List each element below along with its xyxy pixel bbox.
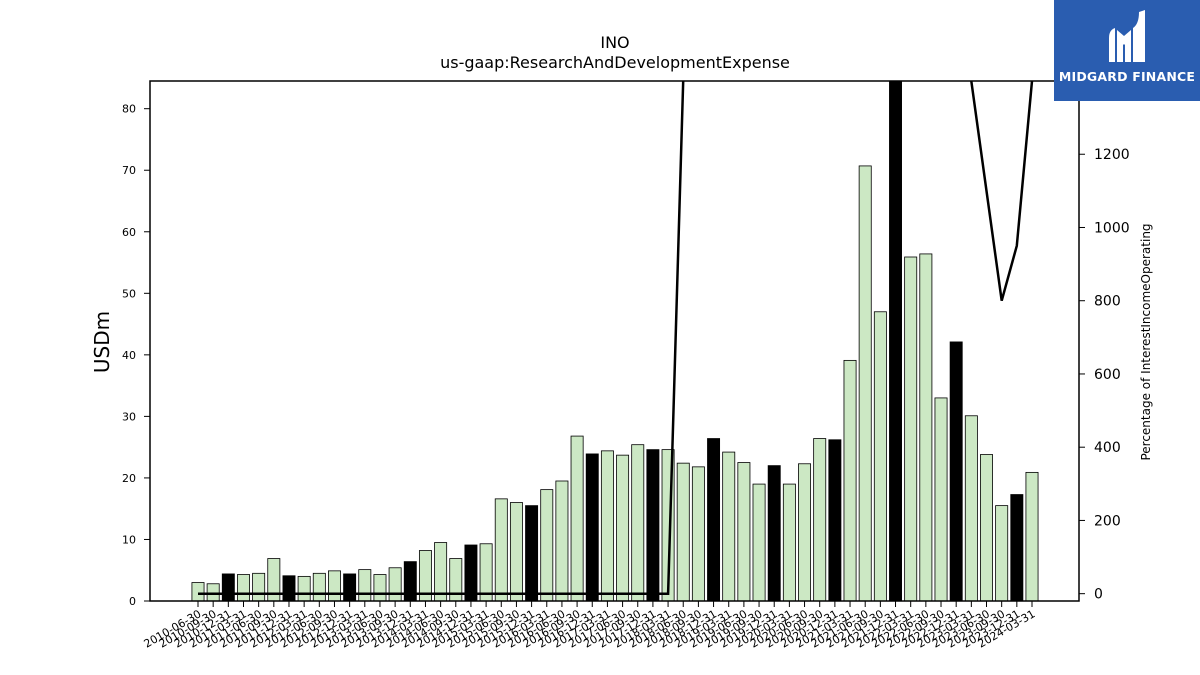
y-tick-label: 50 — [122, 287, 136, 300]
y-tick-label: 40 — [122, 349, 136, 362]
bar — [388, 567, 402, 602]
bar — [206, 583, 220, 602]
line-group — [198, 81, 1034, 595]
bar — [980, 454, 993, 602]
bar — [707, 438, 721, 602]
bar — [934, 397, 948, 602]
bar — [358, 569, 372, 602]
bar — [904, 256, 918, 602]
bar — [585, 453, 599, 602]
bar — [252, 572, 266, 602]
bar — [312, 572, 326, 602]
bar — [525, 505, 539, 602]
bar — [1010, 494, 1024, 602]
y-tick-label: 70 — [122, 164, 136, 177]
bar — [479, 543, 493, 602]
midgard-logo-icon — [1109, 10, 1145, 62]
y2-tick-label: 1000 — [1094, 220, 1130, 236]
plot-frame — [149, 80, 1080, 602]
y-axis: 0 10 20 30 40 50 60 70 80 — [122, 103, 150, 608]
bar — [752, 483, 766, 602]
bar — [600, 450, 614, 602]
bar — [813, 438, 827, 602]
bar — [191, 582, 205, 602]
bar — [843, 359, 857, 602]
bar — [767, 465, 781, 602]
bar — [282, 575, 296, 602]
bar — [237, 574, 250, 602]
y2-tick-label: 1200 — [1094, 147, 1130, 163]
line-series — [970, 81, 1034, 302]
y2-axis-label: Percentage of InterestIncomeOperating — [1139, 223, 1153, 460]
line-series — [198, 81, 685, 595]
brand-logo: MIDGARD FINANCE — [1054, 0, 1200, 101]
bars-group — [191, 80, 1039, 602]
y-tick-label: 20 — [122, 472, 136, 485]
y2-tick-label: 0 — [1094, 587, 1103, 603]
bar — [1025, 471, 1039, 602]
y2-tick-label: 600 — [1094, 367, 1121, 383]
bar — [873, 311, 887, 602]
bar — [828, 439, 842, 602]
bar — [858, 165, 872, 602]
bar — [328, 570, 341, 602]
bar — [964, 415, 978, 602]
y2-tick-label: 200 — [1094, 513, 1121, 529]
bar — [889, 80, 902, 602]
bar — [737, 462, 751, 602]
y-tick-label: 30 — [122, 410, 136, 423]
y-tick-label: 0 — [129, 595, 136, 608]
bar — [949, 341, 963, 602]
bar — [919, 253, 933, 602]
bar — [509, 502, 523, 602]
bar — [995, 505, 1009, 602]
bar — [691, 466, 705, 602]
y-axis-label: USDm — [90, 311, 114, 373]
bar — [403, 561, 417, 602]
bar — [540, 489, 554, 602]
y2-tick-label: 800 — [1094, 294, 1121, 310]
y2-axis: 0 200 400 600 800 1000 1200 — [1079, 147, 1130, 603]
y-tick-label: 10 — [122, 533, 136, 546]
bar — [297, 575, 311, 602]
bar — [343, 573, 357, 602]
bar — [494, 498, 508, 602]
bar — [373, 574, 387, 602]
bar — [570, 435, 584, 602]
chart-subtitle: us-gaap:ResearchAndDevelopmentExpense — [440, 53, 790, 72]
bar — [221, 573, 235, 602]
chart-title: INO — [600, 33, 629, 52]
bar — [434, 542, 448, 602]
brand-name: MIDGARD FINANCE — [1058, 69, 1196, 84]
bar — [722, 451, 736, 602]
bar — [631, 444, 645, 602]
bar — [798, 463, 812, 602]
bar — [782, 483, 796, 602]
y-tick-label: 80 — [122, 103, 136, 116]
y2-tick-label: 400 — [1094, 440, 1121, 456]
bar — [555, 480, 569, 602]
x-axis: 2010-06-302010-09-302010-12-312011-03-31… — [142, 601, 1038, 651]
y-tick-label: 60 — [122, 226, 136, 239]
bar — [646, 449, 660, 602]
bar — [616, 454, 630, 602]
bar — [676, 462, 690, 602]
